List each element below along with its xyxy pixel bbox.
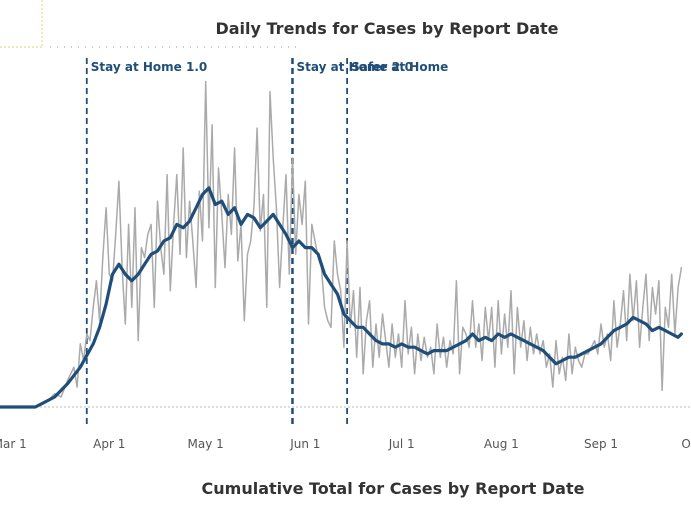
chart-title: Daily Trends for Cases by Report Date: [215, 19, 558, 38]
annotation-label: Stay at Home 1.0: [91, 60, 207, 74]
x-tick-label: Apr 1: [93, 437, 125, 451]
next-chart-title: Cumulative Total for Cases by Report Dat…: [202, 479, 585, 498]
x-tick-label: May 1: [188, 437, 224, 451]
x-tick-label: Jul 1: [388, 437, 415, 451]
x-axis-ticks: Mar 1 Apr 1 May 1 Jun 1 Jul 1 Aug 1 Sep 1 Oct 1: [0, 437, 691, 451]
annotation-label: Safer at Home: [351, 60, 448, 74]
seven-day-average-line: [0, 186, 683, 409]
x-tick-label: Aug 1: [484, 437, 519, 451]
x-tick-label: Mar 1: [0, 437, 27, 451]
x-tick-label: Oct 1: [681, 437, 691, 451]
daily-cases-line: [0, 80, 683, 408]
x-tick-label: Jun 1: [289, 437, 320, 451]
series-group: [0, 80, 683, 409]
x-tick-label: Sep 1: [584, 437, 618, 451]
annotation-label: Stay at Home 2.0: [296, 60, 412, 74]
